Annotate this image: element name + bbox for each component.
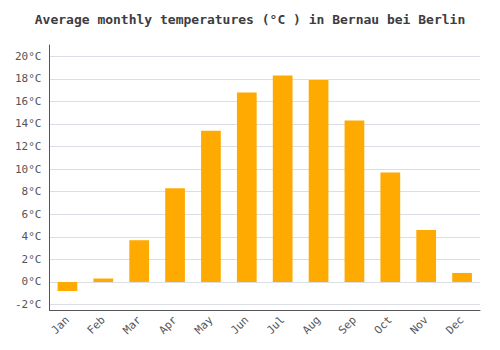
svg-text:Feb: Feb [85,314,108,337]
svg-text:Dec: Dec [443,314,466,337]
svg-text:12°C: 12°C [15,140,42,153]
svg-text:4°C: 4°C [22,230,42,243]
svg-text:May: May [192,313,215,336]
svg-text:2°C: 2°C [22,253,42,266]
svg-text:Aug: Aug [300,314,323,337]
svg-text:8°C: 8°C [22,185,42,198]
svg-text:10°C: 10°C [15,163,42,176]
svg-text:Average monthly temperatures (: Average monthly temperatures (°C ) in Be… [35,12,465,27]
svg-text:Jan: Jan [49,314,72,337]
svg-text:18°C: 18°C [15,72,42,85]
svg-text:Jul: Jul [264,314,287,337]
svg-text:Jun: Jun [228,314,251,337]
svg-text:Apr: Apr [156,313,179,336]
svg-text:Mar: Mar [121,313,144,336]
svg-text:16°C: 16°C [15,95,42,108]
svg-text:-2°C: -2°C [15,298,42,311]
svg-text:Nov: Nov [408,313,431,336]
svg-text:Sep: Sep [336,314,359,337]
svg-text:Oct: Oct [372,314,395,337]
svg-text:14°C: 14°C [15,117,42,130]
svg-text:0°C: 0°C [22,275,42,288]
svg-text:6°C: 6°C [22,208,42,221]
svg-text:20°C: 20°C [15,50,42,63]
